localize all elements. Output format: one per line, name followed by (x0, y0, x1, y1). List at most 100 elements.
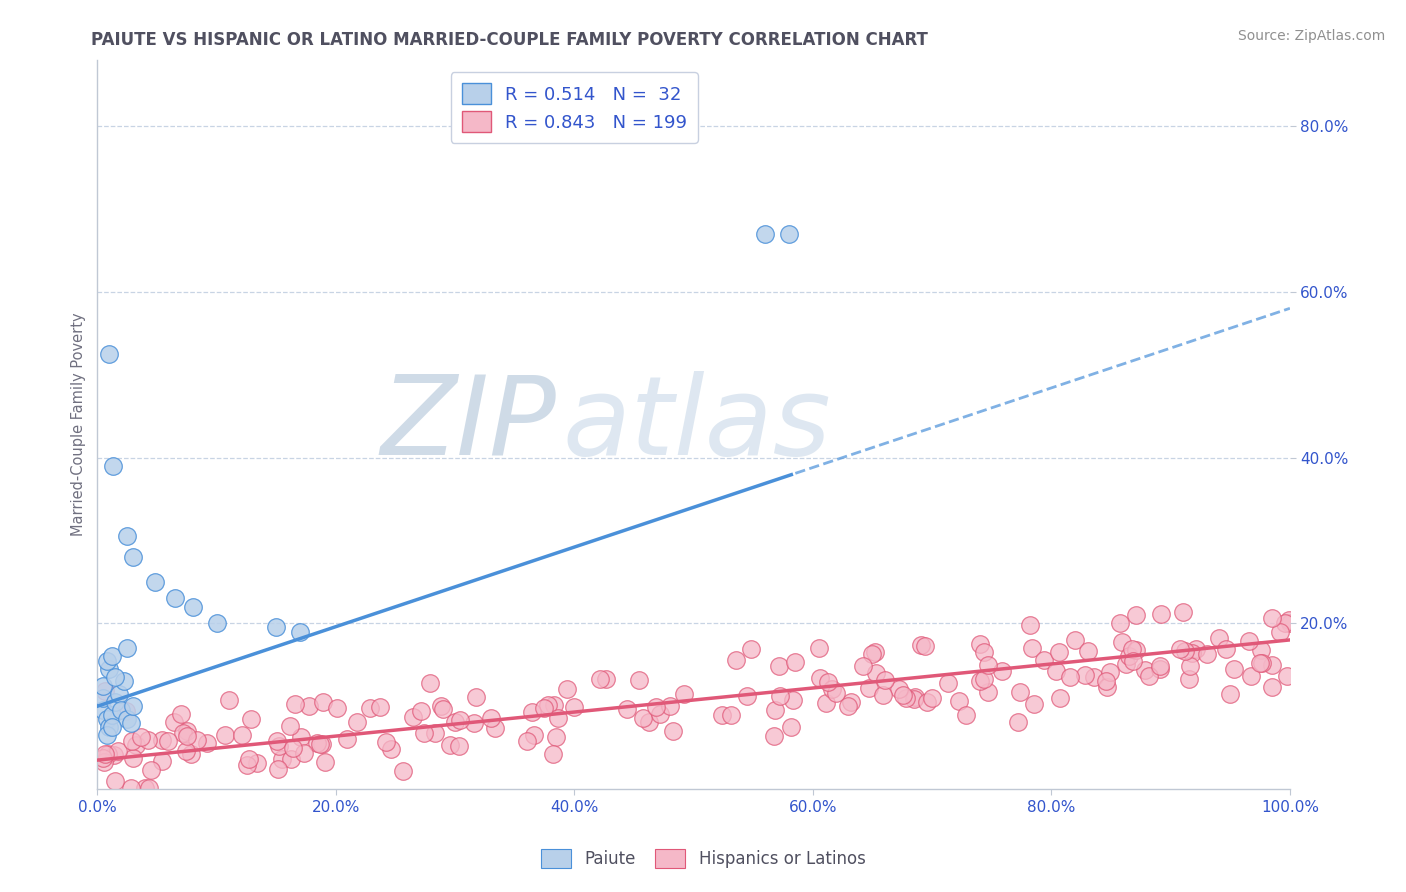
Point (616, 702, 638, 716)
Point (858, 681, 880, 696)
Point (181, 599, 204, 614)
Point (904, 690, 927, 705)
Point (1064, 632, 1087, 647)
Point (936, 676, 959, 690)
Point (544, 730, 567, 744)
Point (839, 695, 862, 709)
Point (280, 718, 302, 732)
Point (284, 697, 307, 711)
Point (915, 695, 938, 709)
Point (326, 701, 349, 715)
Point (240, 712, 263, 726)
Point (1237, 634, 1260, 648)
Text: ZIP: ZIP (381, 371, 557, 478)
Point (115, 641, 138, 656)
Point (465, 690, 488, 704)
Point (1111, 635, 1133, 649)
Point (163, 714, 186, 729)
Point (419, 676, 441, 690)
Point (725, 652, 748, 666)
Point (218, 693, 240, 707)
Point (780, 720, 803, 734)
Point (176, 723, 198, 738)
Point (863, 645, 886, 659)
Point (1171, 605, 1194, 619)
Point (1008, 684, 1031, 698)
Point (1249, 656, 1271, 670)
Point (1095, 674, 1118, 689)
Point (269, 739, 291, 753)
Point (374, 735, 396, 749)
Point (1033, 652, 1056, 666)
Point (270, 752, 292, 766)
Point (523, 728, 546, 742)
Point (1215, 642, 1237, 657)
Point (121, 751, 143, 765)
Text: PAIUTE VS HISPANIC OR LATINO MARRIED-COUPLE FAMILY POVERTY CORRELATION CHART: PAIUTE VS HISPANIC OR LATINO MARRIED-COU… (91, 31, 928, 49)
Point (1219, 687, 1241, 701)
Point (645, 700, 668, 714)
Point (1125, 608, 1147, 623)
Point (176, 729, 198, 743)
Point (541, 747, 564, 761)
Point (432, 701, 454, 715)
Point (852, 659, 875, 673)
Point (307, 736, 329, 750)
Point (290, 731, 312, 745)
Point (443, 714, 465, 729)
Point (837, 698, 859, 713)
Point (1083, 670, 1105, 684)
Point (1133, 663, 1156, 677)
Point (808, 641, 831, 656)
Point (309, 737, 332, 751)
Point (186, 733, 208, 747)
Point (429, 698, 451, 713)
Point (1045, 664, 1067, 678)
Point (449, 739, 471, 753)
Point (346, 715, 368, 730)
Point (122, 549, 145, 564)
Point (96, 712, 118, 726)
Point (914, 639, 936, 653)
Point (115, 704, 138, 718)
Point (1149, 662, 1171, 676)
Point (628, 673, 651, 687)
Point (1184, 642, 1206, 657)
Point (1197, 648, 1219, 662)
Point (100, 720, 122, 734)
Point (977, 657, 1000, 672)
Text: atlas: atlas (562, 371, 831, 478)
Point (948, 694, 970, 708)
Point (136, 733, 159, 747)
Point (312, 695, 335, 709)
Point (100, 649, 122, 664)
Point (887, 682, 910, 697)
Point (314, 756, 336, 770)
Point (98, 720, 121, 734)
Point (1270, 625, 1292, 640)
Point (1137, 669, 1160, 683)
Point (439, 739, 461, 753)
Point (1251, 656, 1274, 670)
Point (484, 721, 506, 735)
Point (1261, 611, 1284, 625)
Point (589, 672, 612, 686)
Point (311, 737, 333, 751)
Point (872, 689, 894, 703)
Point (1181, 646, 1204, 660)
Point (520, 705, 543, 719)
Point (595, 672, 617, 686)
Point (281, 740, 304, 755)
Point (1074, 668, 1097, 682)
Point (125, 738, 148, 752)
Point (205, 616, 228, 631)
Point (121, 733, 143, 747)
Point (359, 700, 381, 714)
Point (659, 699, 682, 714)
Point (1275, 668, 1298, 682)
Point (292, 746, 315, 760)
Point (266, 734, 288, 748)
Point (156, 733, 179, 747)
Point (170, 706, 193, 721)
Point (411, 704, 433, 718)
